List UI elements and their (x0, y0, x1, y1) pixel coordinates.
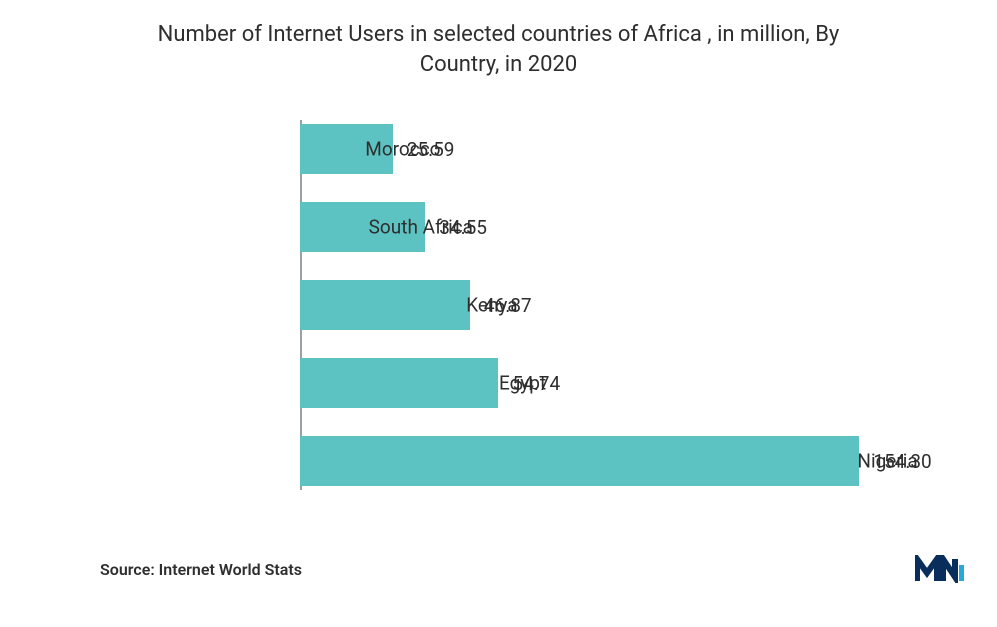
category-label: Nigeria (20, 450, 918, 473)
category-label: Egypt (20, 372, 546, 395)
bar-row: Nigeria154.30 (300, 436, 932, 486)
logo-icon (915, 555, 965, 583)
category-label: Morocco (20, 138, 440, 161)
source-text: Source: Internet World Stats (100, 560, 302, 579)
bar-row: Morocco25.59 (300, 124, 454, 174)
chart-plot-area: Morocco25.59 South Africa34.55 Kenya46.87 E… (300, 120, 920, 490)
bar-row: Egypt54.74 (300, 358, 560, 408)
chart-container: Number of Internet Users in selected cou… (0, 0, 997, 627)
brand-logo (915, 555, 965, 583)
category-label: South Africa (20, 216, 473, 239)
bar-row: Kenya46.87 (300, 280, 532, 330)
bar-row: South Africa34.55 (300, 202, 487, 252)
chart-title: Number of Internet Users in selected cou… (0, 20, 997, 79)
category-label: Kenya (20, 294, 518, 317)
